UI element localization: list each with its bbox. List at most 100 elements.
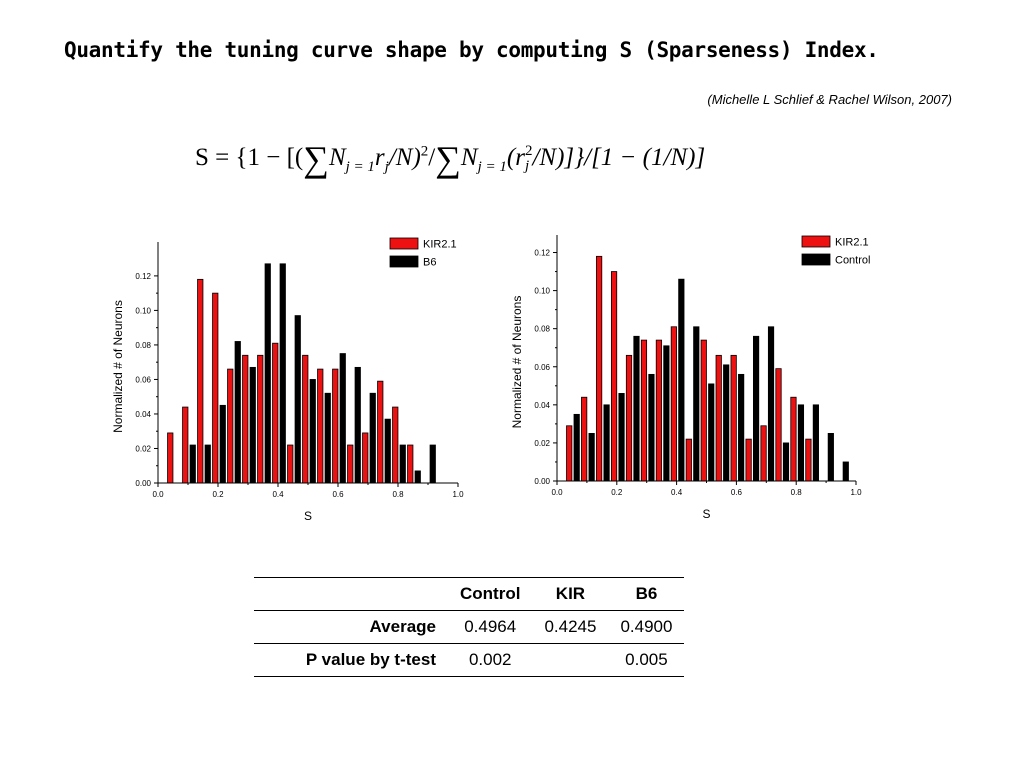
right-chart-bar <box>752 335 760 482</box>
right-chart-y-axis-label: Normalized # of Neurons <box>510 296 524 429</box>
sparseness-formula: S = {1 − [(∑Nj = 1rj/N)2/∑Nj = 1(r 2 j/N)]… <box>195 138 705 180</box>
left-chart-y-tick-label: 0.10 <box>135 306 151 315</box>
right-chart-bar <box>670 326 677 482</box>
left-chart-y-tick-label: 0.12 <box>135 272 151 281</box>
right-chart-bar <box>566 425 573 482</box>
left-chart-y-tick-label: 0.00 <box>135 479 151 488</box>
right-chart-bar <box>633 335 640 482</box>
right-chart-bar <box>812 404 819 482</box>
right-chart-bar <box>782 442 790 482</box>
right-chart-x-tick-label: 0.2 <box>611 488 623 497</box>
formula-term-r: r <box>374 144 385 171</box>
right-chart-bar <box>588 432 595 482</box>
cell-average-kir: 0.4245 <box>544 617 597 636</box>
right-chart-bar <box>603 404 610 482</box>
right-chart-bar <box>596 255 603 482</box>
formula-sup-r2: 2 <box>524 143 533 160</box>
formula-term-r2: (r <box>506 144 525 171</box>
right-chart-bar <box>805 438 812 482</box>
right-chart-bar <box>745 438 752 482</box>
right-chart-bar <box>708 383 715 482</box>
right-chart-bar <box>618 393 625 482</box>
cell-average-control: 0.4964 <box>464 617 517 636</box>
cell-pvalue-kir <box>532 644 608 677</box>
left-chart-y-axis-label: Normalized # of Neurons <box>111 300 125 433</box>
formula-sub-1: j = 1 <box>345 159 375 175</box>
right-chart-bar <box>625 354 633 482</box>
table-header-row: Control KIR B6 <box>254 577 685 611</box>
right-chart-bar <box>648 373 655 482</box>
formula-sub-r2: j <box>524 158 530 175</box>
right-chart-bar <box>827 432 834 482</box>
right-chart-x-tick-label: 0.6 <box>731 488 743 497</box>
right-chart-bar <box>581 396 588 482</box>
right-chart-bar <box>573 413 580 482</box>
right-chart-y-tick-label: 0.00 <box>534 477 550 486</box>
right-chart-x-tick-label: 0.4 <box>671 488 683 497</box>
right-chart-y-tick-label: 0.02 <box>534 439 550 448</box>
right-chart-y-tick-label: 0.10 <box>534 287 550 296</box>
right-chart-legend-swatch <box>801 253 831 266</box>
cell-average-b6: 0.4900 <box>620 617 673 636</box>
left-chart-x-tick-label: 1.0 <box>452 490 464 499</box>
formula-sum-2: ∑ <box>435 139 461 179</box>
table-header-kir: KIR <box>555 584 586 603</box>
cell-pvalue-control: 0.002 <box>468 650 512 669</box>
right-chart-legend-swatch <box>801 235 831 248</box>
right-chart-bar <box>640 339 648 482</box>
table-header-empty <box>254 578 448 611</box>
formula-tail: /N)]}/[1 − (1/N)] <box>532 144 706 171</box>
right-chart-bar <box>663 345 670 482</box>
formula-sum-1: ∑ <box>303 139 329 179</box>
right-chart-bar <box>775 368 782 482</box>
left-chart-x-tick-label: 0.4 <box>272 490 284 499</box>
right-chart-bar <box>760 425 767 482</box>
right-chart-legend-label: Control <box>835 255 870 267</box>
left-chart-y-tick-label: 0.04 <box>135 410 151 419</box>
left-chart-y-tick-label: 0.02 <box>135 444 151 453</box>
table-row: Average 0.4964 0.4245 0.4900 <box>254 611 685 644</box>
right-chart-bar <box>715 354 722 482</box>
right-chart-bar <box>842 461 849 482</box>
table-header-control: Control <box>460 584 521 603</box>
formula-term-over-n: /N) <box>388 144 421 171</box>
right-chart-x-tick-label: 0.8 <box>791 488 803 497</box>
right-chart-bar <box>723 364 730 482</box>
right-chart-y-tick-label: 0.06 <box>534 363 550 372</box>
formula-sub-2: j = 1 <box>477 159 507 175</box>
row-label-average: Average <box>369 617 436 636</box>
right-chart-bar <box>685 438 692 482</box>
right-chart-bar <box>730 354 737 482</box>
right-chart-bar <box>738 373 745 482</box>
right-chart-bar <box>693 326 700 482</box>
right-chart-x-tick-label: 0.0 <box>551 488 563 497</box>
right-chart-legend-label: KIR2.1 <box>835 237 869 249</box>
left-chart-legend-label: KIR2.1 <box>423 239 457 251</box>
right-chart-bar <box>790 396 797 482</box>
right-chart-y-tick-label: 0.12 <box>534 249 550 258</box>
right-chart-bar <box>797 404 805 482</box>
formula-sup-2: 2 <box>420 143 429 160</box>
formula-divide: / <box>428 144 436 171</box>
right-chart-x-axis-label: S <box>702 507 710 521</box>
left-chart-legend-label: B6 <box>423 257 436 269</box>
left-chart-y-tick-label: 0.06 <box>135 375 151 384</box>
table-row: P value by t-test 0.002 0.005 <box>254 644 685 677</box>
stats-table: Control KIR B6 Average 0.4964 0.4245 0.4… <box>254 577 685 677</box>
table-header-b6: B6 <box>635 584 658 603</box>
right-chart-bar <box>678 278 685 482</box>
right-chart-bar <box>700 339 707 482</box>
formula-term-n2: N <box>460 144 478 171</box>
right-chart-y-tick-label: 0.08 <box>534 325 550 334</box>
formula-lhs: S = {1 − [( <box>195 144 304 171</box>
left-chart-x-axis-label: S <box>304 509 312 523</box>
cell-pvalue-b6: 0.005 <box>625 650 668 669</box>
citation: (Michelle L Schlief & Rachel Wilson, 200… <box>707 92 952 107</box>
right-chart-bar <box>767 326 775 482</box>
row-label-pvalue: P value by t-test <box>305 650 436 669</box>
left-chart-legend-swatch <box>389 237 419 250</box>
formula-term-n1: N <box>328 144 346 171</box>
left-chart-legend-swatch <box>389 255 419 268</box>
